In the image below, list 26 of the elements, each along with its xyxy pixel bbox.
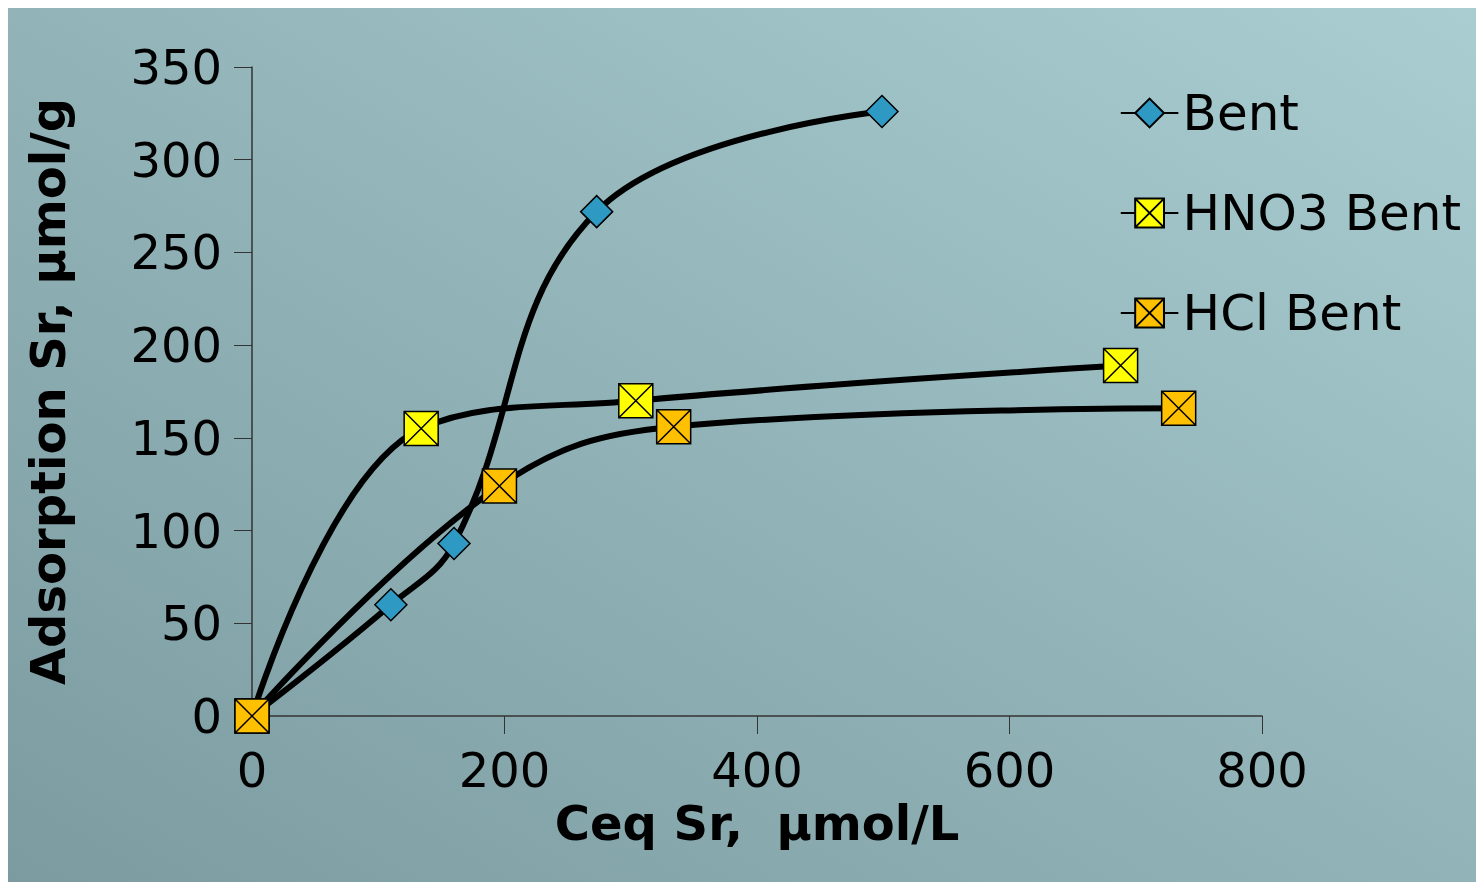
point xyxy=(403,410,439,447)
y-tick-label: 150 xyxy=(130,409,222,466)
y-tick-label: 200 xyxy=(130,317,222,374)
point xyxy=(437,526,471,561)
point xyxy=(374,587,408,622)
y-tick-label: 0 xyxy=(191,688,222,744)
point xyxy=(481,468,518,504)
y-tick-label: 300 xyxy=(130,131,222,188)
y-tick-label: 350 xyxy=(130,39,222,95)
point xyxy=(1102,347,1139,384)
legend-label: Bent xyxy=(1182,84,1299,142)
point xyxy=(655,408,692,445)
y-tick-label: 250 xyxy=(130,224,222,281)
x-tick-label: 200 xyxy=(458,742,551,798)
legend-label: HNO3 Bent xyxy=(1182,184,1461,242)
point xyxy=(1160,390,1197,426)
x-tick-label: 600 xyxy=(963,742,1056,798)
y-axis-title: Adsorption Sr, µmol/g xyxy=(20,97,76,686)
x-tick-label: 0 xyxy=(236,742,268,798)
point xyxy=(865,94,899,129)
y-tick-label: 100 xyxy=(130,502,222,559)
point xyxy=(618,383,654,419)
point xyxy=(579,194,614,229)
x-tick-label: 800 xyxy=(1216,742,1308,798)
legend-label: HCl Bent xyxy=(1182,284,1402,342)
y-tick-label: 50 xyxy=(160,595,222,652)
